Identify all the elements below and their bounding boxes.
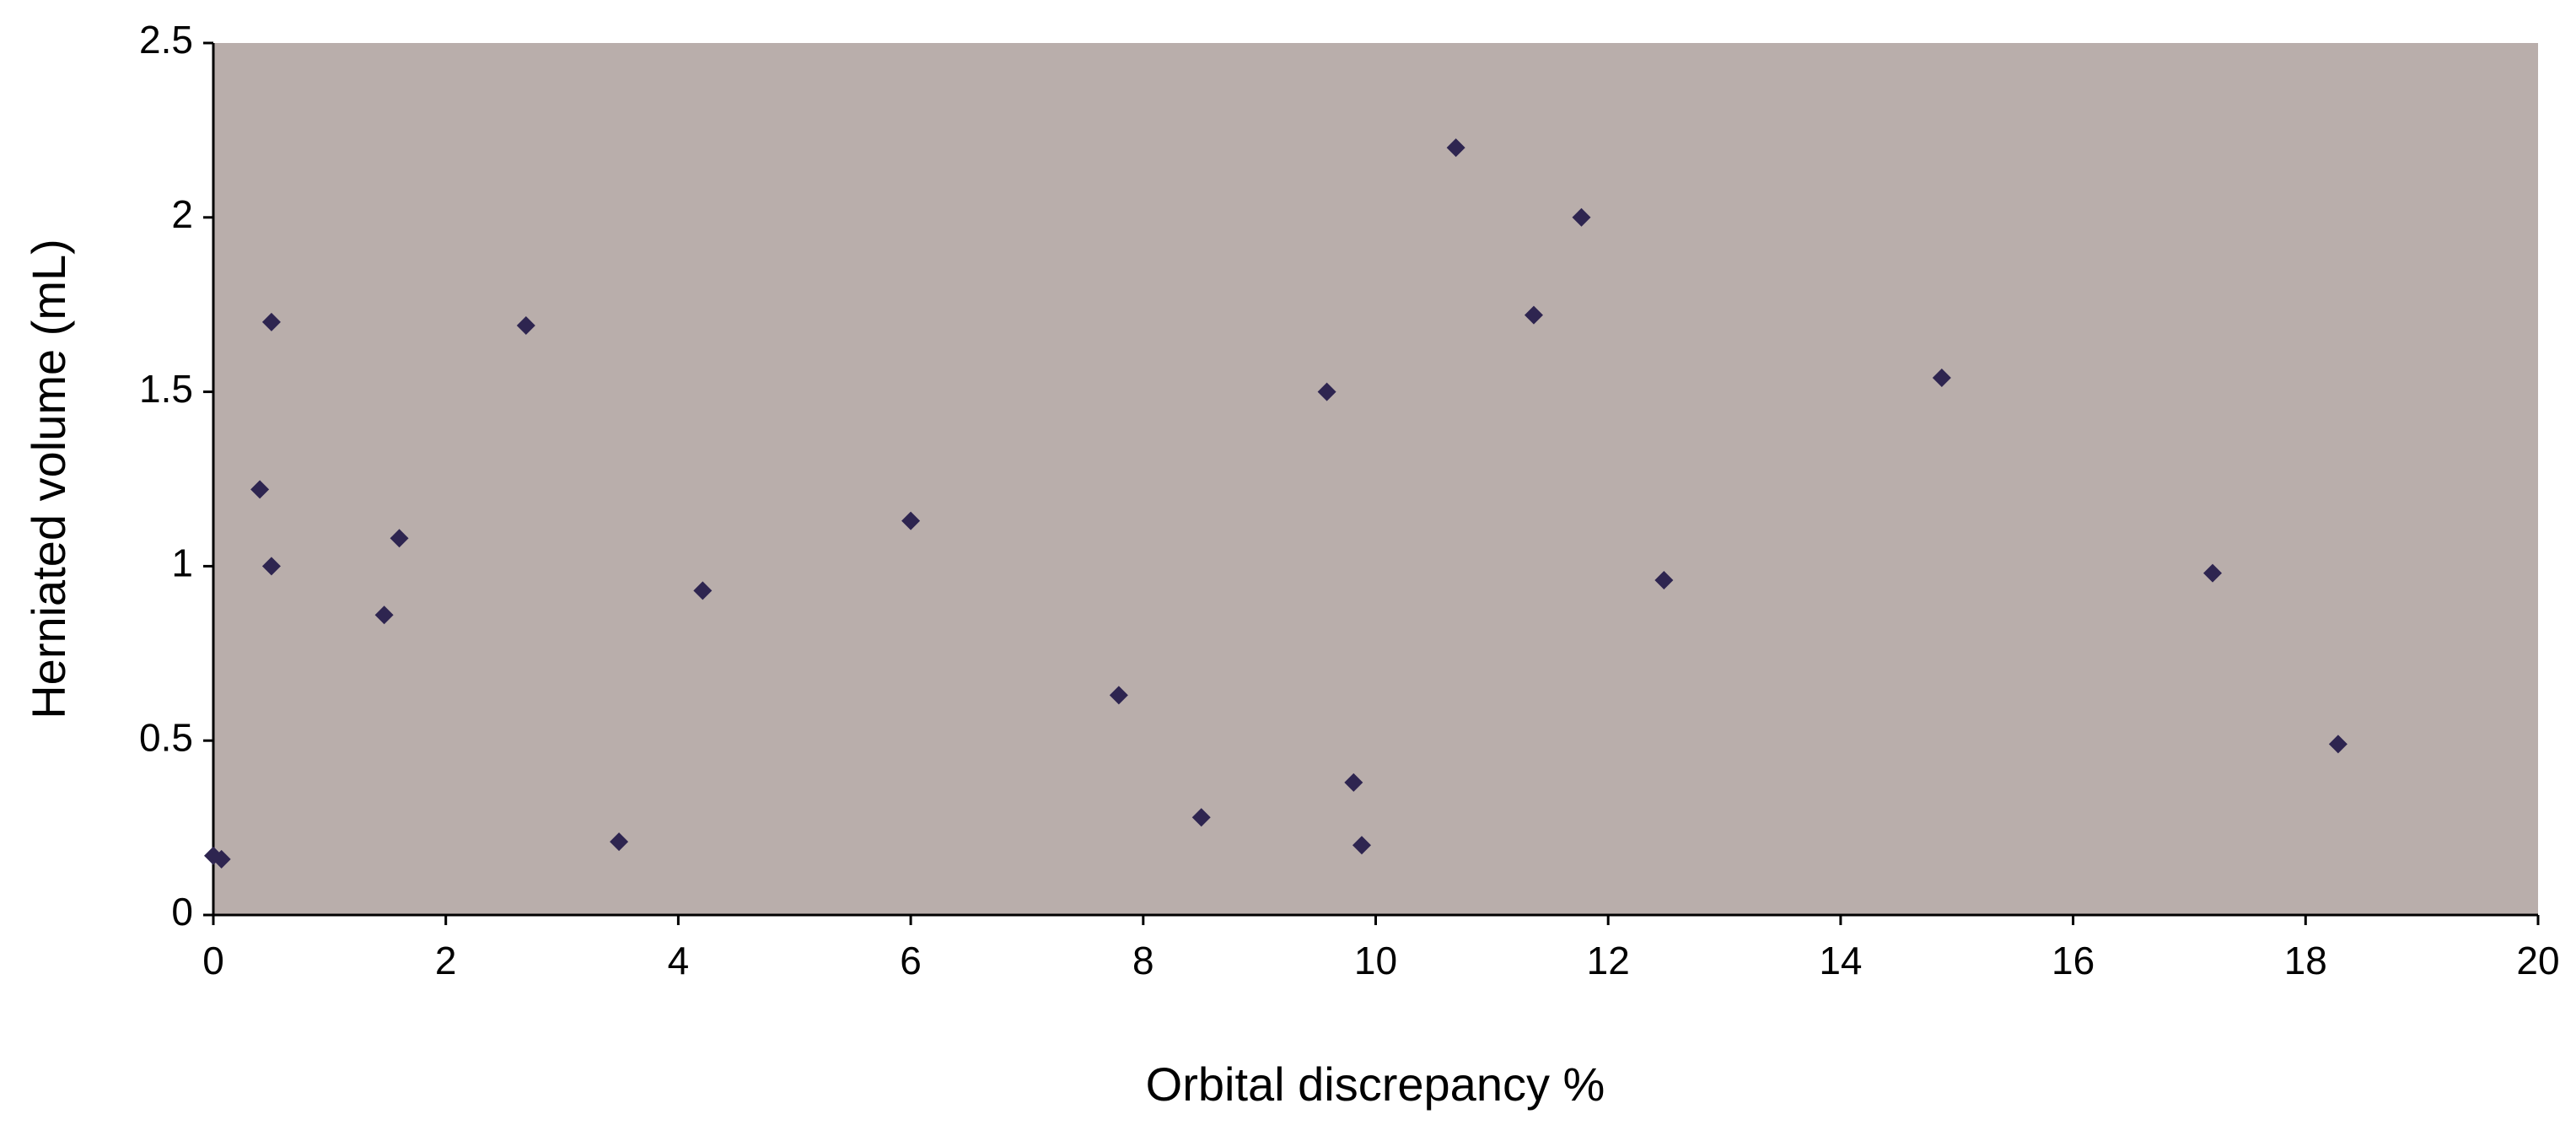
point (1654, 570, 1674, 589)
point (1191, 808, 1211, 827)
x-tick-label: 0 (202, 939, 224, 982)
point (1317, 382, 1336, 401)
x-tick-label: 4 (668, 939, 690, 982)
point (261, 557, 281, 576)
point (250, 480, 270, 499)
y-tick-label: 2 (171, 192, 193, 236)
point (2328, 735, 2347, 754)
y-axis-title: Herniated volume (mL) (22, 239, 75, 719)
point (693, 581, 713, 600)
x-tick-label: 14 (1819, 939, 1862, 982)
y-tick-label: 1.5 (139, 367, 193, 411)
point (1344, 772, 1363, 792)
y-tick-label: 2.5 (139, 18, 193, 62)
x-tick-label: 2 (435, 939, 457, 982)
y-tick-label: 1 (171, 541, 193, 585)
point (374, 605, 394, 625)
x-tick-label: 8 (1132, 939, 1154, 982)
x-tick-label: 12 (1587, 939, 1630, 982)
point (390, 529, 409, 548)
point (901, 511, 921, 530)
point (1109, 686, 1128, 705)
point (2203, 563, 2223, 583)
y-tick-label: 0.5 (139, 715, 193, 759)
point (1446, 138, 1465, 158)
x-tick-label: 18 (2284, 939, 2327, 982)
x-tick-label: 10 (1354, 939, 1397, 982)
x-tick-label: 20 (2516, 939, 2559, 982)
point (1524, 305, 1543, 325)
x-tick-label: 16 (2052, 939, 2095, 982)
x-axis-title: Orbital discrepancy % (1146, 1058, 1605, 1111)
point (261, 312, 281, 331)
point (610, 832, 629, 852)
point (212, 849, 231, 869)
point (1352, 836, 1371, 855)
point (1932, 369, 1951, 388)
x-tick-label: 6 (900, 939, 922, 982)
plot-area (213, 43, 2538, 915)
y-tick-label: 0 (171, 890, 193, 934)
point (516, 316, 535, 336)
point (1572, 207, 1591, 227)
